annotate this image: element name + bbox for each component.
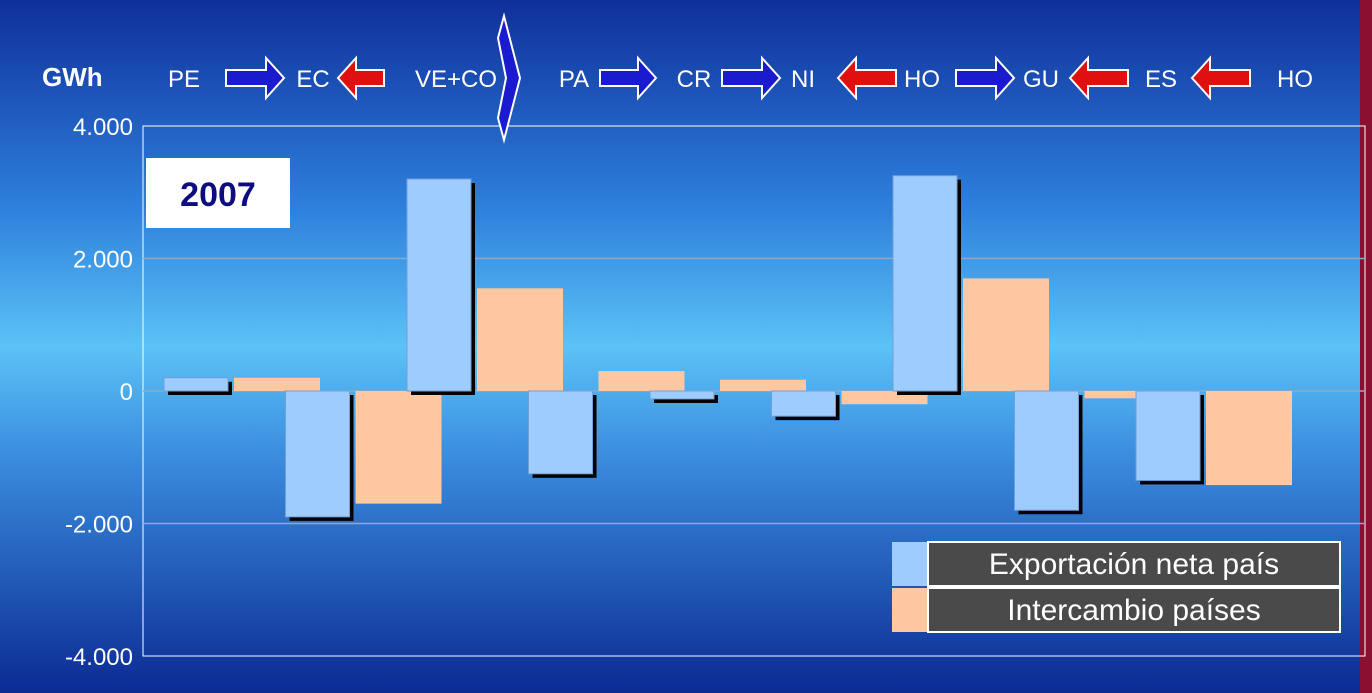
flow-label: PE — [168, 66, 200, 93]
year-label: 2007 — [180, 176, 256, 214]
bar-exportacion — [771, 390, 836, 417]
bar-intercambio — [720, 379, 806, 391]
right-edge-band — [1360, 0, 1372, 693]
unit-label: GWh — [42, 62, 103, 92]
flow-label: GU — [1023, 66, 1059, 93]
bar-exportacion — [1014, 390, 1079, 511]
y-tick-label: -4.000 — [65, 644, 133, 671]
arrow-right-icon — [599, 55, 658, 101]
arrow-left-icon — [1190, 55, 1251, 101]
legend-label: Intercambio países — [1007, 594, 1260, 627]
y-tick-label: -2.000 — [65, 512, 133, 539]
arrow-right-icon — [721, 55, 782, 101]
y-tick-label: 2.000 — [73, 247, 133, 274]
flow-label: EC — [296, 66, 329, 93]
flow-label: CR — [677, 66, 712, 93]
legend-label: Exportación neta país — [989, 548, 1279, 581]
bar-intercambio — [1084, 391, 1171, 399]
bar-exportacion — [528, 390, 593, 475]
arrow-left-icon — [336, 55, 385, 101]
flow-label: VE+CO — [415, 66, 497, 93]
flow-label: HO — [1277, 66, 1313, 93]
flow-label: PA — [559, 66, 589, 93]
bar-intercambio — [598, 371, 685, 391]
bar-intercambio — [234, 377, 320, 391]
bar-intercambio — [963, 278, 1049, 391]
flow-label: HO — [904, 66, 940, 93]
y-tick-label: 4.000 — [73, 114, 133, 141]
year-box — [146, 158, 290, 228]
bar-exportacion — [163, 377, 229, 392]
bar-exportacion — [406, 178, 472, 392]
bar-exportacion — [1135, 390, 1201, 481]
flow-label: NI — [791, 66, 815, 93]
arrow-left-icon — [836, 55, 897, 101]
arrow-left-icon — [1068, 55, 1129, 101]
bar-intercambio — [477, 288, 563, 391]
bar-exportacion — [285, 390, 350, 518]
legend: Exportación neta país Intercambio países — [892, 541, 1341, 633]
arrow-right-icon — [496, 12, 522, 144]
bar-exportacion — [892, 175, 958, 392]
bar-intercambio — [1206, 391, 1292, 486]
legend-swatch — [892, 542, 928, 586]
arrow-right-icon — [955, 55, 1016, 101]
flow-label: ES — [1145, 66, 1177, 93]
y-tick-label: 0 — [120, 379, 133, 406]
bar-exportacion — [649, 390, 715, 400]
legend-label-box — [927, 541, 1341, 587]
arrow-right-icon — [225, 55, 286, 101]
legend-label-box — [927, 587, 1341, 633]
legend-swatch — [892, 588, 928, 632]
bar-intercambio — [355, 391, 442, 504]
